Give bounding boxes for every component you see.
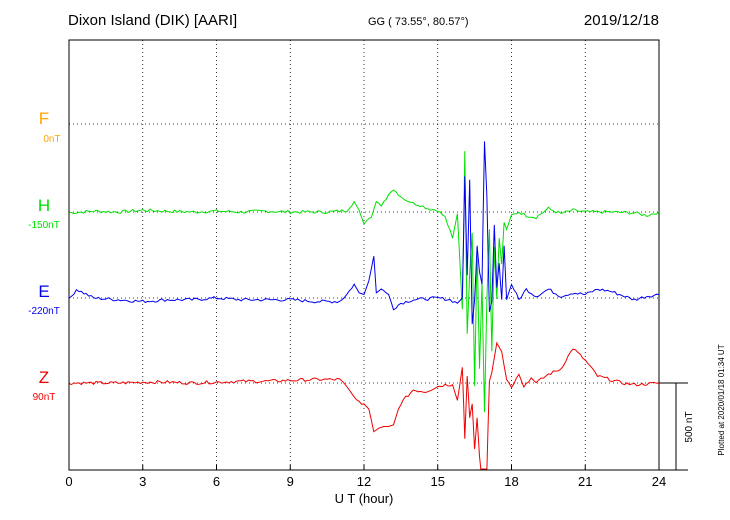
x-tick-label: 12: [357, 474, 371, 489]
date-label: 2019/12/18: [584, 12, 659, 29]
coordinates-label: GG ( 73.55°, 80.57°): [368, 16, 469, 28]
scale-bar-label: 500 nT: [684, 411, 695, 442]
x-tick-label: 9: [287, 474, 294, 489]
x-axis-label: U T (hour): [335, 491, 394, 506]
series-offset-z: 90nT: [33, 392, 56, 403]
series-lines: [68, 141, 660, 470]
x-tick-label: 24: [652, 474, 666, 489]
plotted-at-note: Plotted at 2020/01/18 01:34 UT: [717, 344, 726, 455]
series-offset-e: -220nT: [28, 306, 60, 317]
series-offset-h: -150nT: [28, 220, 60, 231]
series-label-z: Z: [39, 368, 49, 387]
x-tick-label: 6: [213, 474, 220, 489]
x-tick-label: 15: [431, 474, 445, 489]
x-tick-label: 0: [65, 474, 72, 489]
series-line-z: [68, 341, 660, 470]
x-tick-label: 3: [139, 474, 146, 489]
series-label-f: F: [39, 109, 49, 128]
x-tick-label: 18: [504, 474, 518, 489]
series-label-h: H: [38, 196, 50, 215]
station-title: Dixon Island (DIK) [AARI]: [68, 12, 237, 29]
x-axis-ticks: 0 3 6 9 12 15 18 21 24: [65, 465, 666, 489]
series-line-e: [68, 141, 660, 325]
series-label-e: E: [38, 282, 49, 301]
x-tick-label: 21: [578, 474, 592, 489]
scale-bar: [659, 382, 688, 471]
grid-lines: [69, 40, 659, 470]
series-offset-f: 0nT: [43, 134, 60, 145]
series-line-h: [68, 151, 660, 413]
